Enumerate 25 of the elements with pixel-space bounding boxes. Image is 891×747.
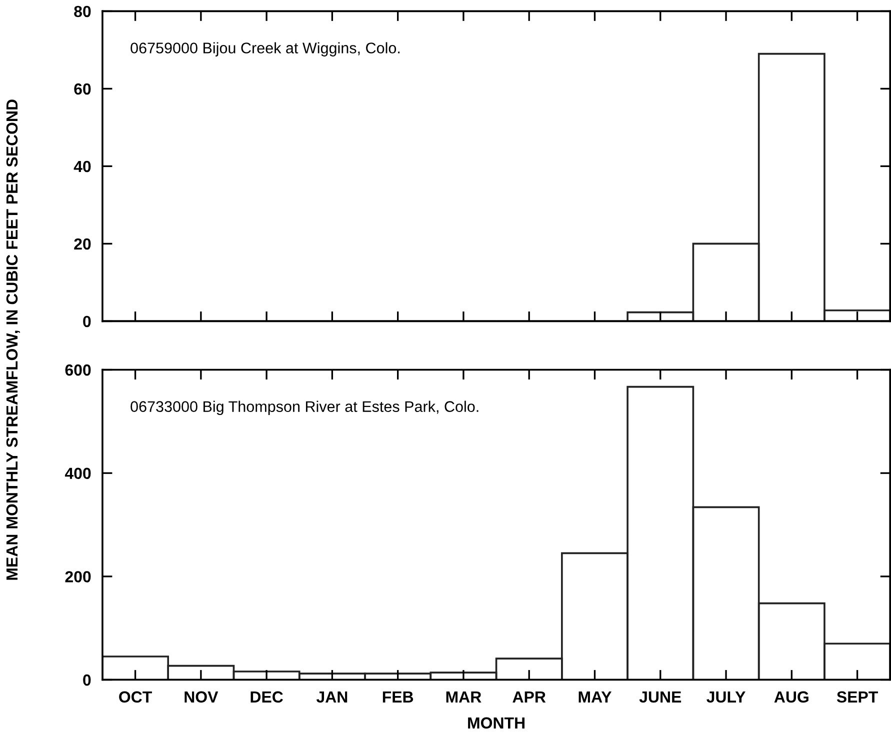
y-tick-label: 200 — [65, 571, 91, 582]
annotation: 06759000 Bijou Creek at Wiggins, Colo. — [130, 42, 400, 56]
x-tick-label: NOV — [184, 691, 218, 703]
y-tick-label: 80 — [74, 6, 91, 18]
x-tick-label: JULY — [706, 691, 746, 703]
y-axis-title: MEAN MONTHLY STREAMFLOW, IN CUBIC FEET PER SECOND — [6, 100, 20, 580]
y-tick-label: 0 — [83, 674, 91, 686]
x-tick-label: OCT — [119, 691, 152, 703]
x-tick-label: SEPT — [836, 691, 878, 703]
y-tick-label: 0 — [83, 316, 91, 328]
x-tick-label: MAR — [446, 691, 482, 702]
annotation: 06733000 Big Thompson River at Estes Park, Colo. — [130, 400, 478, 416]
x-tick-label: APR — [512, 691, 546, 702]
x-tick-label: JAN — [316, 691, 348, 703]
x-tick-label: FEB — [382, 691, 414, 702]
y-tick-label: 20 — [74, 238, 91, 250]
x-tick-label: JUNE — [639, 691, 682, 703]
y-tick-label: 400 — [64, 468, 91, 480]
x-axis-title: MONTH — [468, 717, 524, 729]
x-tick-label: DEC — [250, 691, 283, 703]
y-tick-label: 60 — [74, 83, 91, 95]
y-tick-label: 600 — [65, 364, 91, 376]
y-tick-label: 40 — [74, 160, 91, 172]
x-tick-label: MAY — [578, 691, 612, 702]
x-tick-label: AUG — [774, 691, 808, 703]
